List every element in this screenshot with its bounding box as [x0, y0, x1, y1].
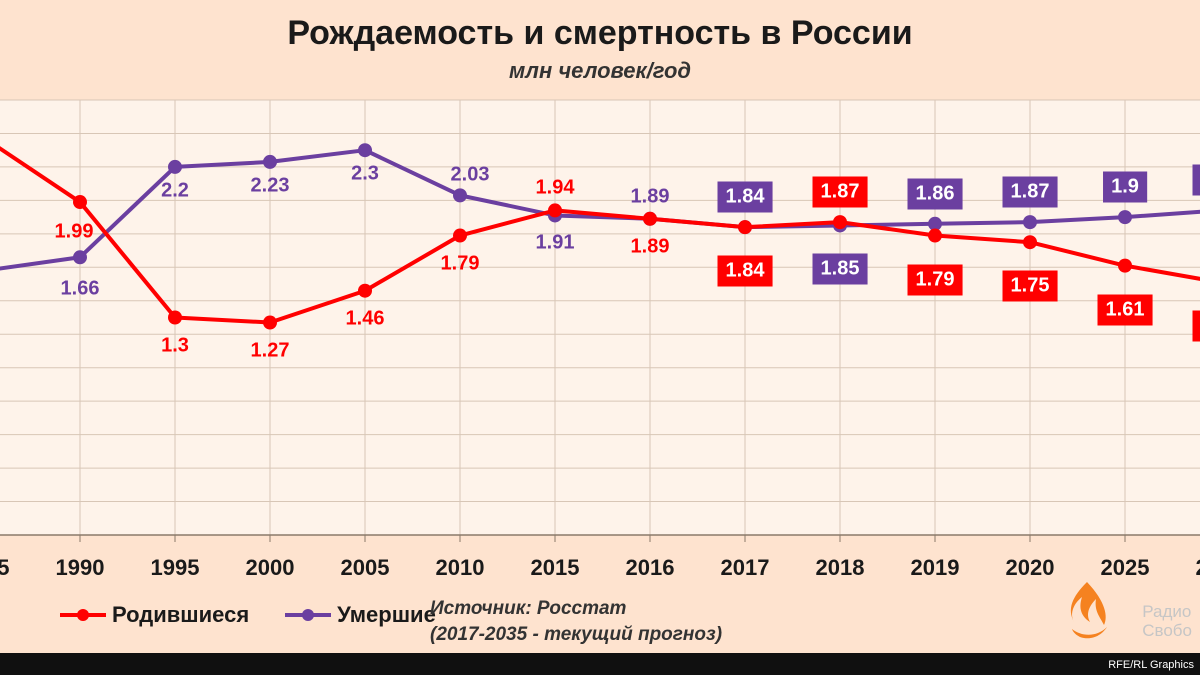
value-label-deaths: 1.89 [631, 185, 670, 208]
value-label-deaths: 1.84 [718, 182, 773, 213]
value-label-deaths: 1.87 [1003, 177, 1058, 208]
x-axis-label: 2019 [911, 555, 960, 581]
value-label-deaths: 2.3 [351, 163, 379, 186]
x-axis-label: 1985 [0, 555, 9, 581]
value-label-births: 1.99 [55, 221, 94, 244]
series-marker-deaths [1023, 215, 1037, 229]
brand-flame-icon [1052, 577, 1122, 647]
series-marker-births [928, 229, 942, 243]
legend-swatch [60, 613, 106, 617]
x-axis-label: 2020 [1006, 555, 1055, 581]
x-axis-label: 2030 [1196, 555, 1200, 581]
value-label-births: 1.87 [813, 177, 868, 208]
series-marker-births [548, 203, 562, 217]
series-marker-deaths [73, 250, 87, 264]
series-marker-births [263, 316, 277, 330]
legend-label: Родившиеся [112, 602, 249, 628]
x-axis-label: 2000 [246, 555, 295, 581]
source-line-2: (2017-2035 - текущий прогноз) [430, 624, 722, 646]
series-marker-births [1118, 259, 1132, 273]
series-marker-births [643, 212, 657, 226]
value-label-deaths: 2.03 [451, 164, 490, 187]
x-axis-label: 2015 [531, 555, 580, 581]
series-marker-deaths [453, 188, 467, 202]
series-marker-births [358, 284, 372, 298]
legend-item-births: Родившиеся [60, 602, 249, 628]
series-marker-births [73, 195, 87, 209]
series-marker-deaths [358, 143, 372, 157]
series-marker-deaths [263, 155, 277, 169]
series-marker-deaths [168, 160, 182, 174]
x-axis-label: 2005 [341, 555, 390, 581]
brand-text: РадиоСвобо [1142, 602, 1192, 641]
value-label-births: 1.94 [536, 177, 575, 200]
value-label-births: 1.27 [251, 339, 290, 362]
x-axis-label: 1995 [151, 555, 200, 581]
value-label-births: 1.79 [441, 252, 480, 275]
chart-subtitle: млн человек/год [0, 58, 1200, 84]
legend: Родившиеся Умершие [60, 602, 436, 628]
value-label-deaths: 1.91 [536, 232, 575, 255]
value-label-births: 1.46 [346, 307, 385, 330]
value-label-births: 1.51 [1193, 311, 1200, 342]
chart-title: Рождаемость и смертность в России [0, 14, 1200, 53]
plot-svg [0, 100, 1200, 535]
legend-swatch [285, 613, 331, 617]
value-label-deaths: 2.2 [161, 179, 189, 202]
credit-bar [0, 653, 1200, 675]
value-label-deaths: 1.9 [1103, 172, 1147, 203]
value-label-deaths: 2.23 [251, 174, 290, 197]
x-axis-label: 2010 [436, 555, 485, 581]
value-label-deaths: 1.94 [1193, 165, 1200, 196]
series-marker-births [1023, 235, 1037, 249]
source-line-1: Источник: Росстат [430, 598, 626, 620]
credit-text: RFE/RL Graphics [1108, 659, 1194, 671]
value-label-births: 1.89 [631, 235, 670, 258]
value-label-deaths: 1.85 [813, 254, 868, 285]
value-label-deaths: 1.86 [908, 178, 963, 209]
series-marker-births [168, 311, 182, 325]
value-label-births: 1.61 [1098, 294, 1153, 325]
legend-label: Умершие [337, 602, 436, 628]
value-label-births: 1.79 [908, 264, 963, 295]
value-label-births: 1.75 [1003, 271, 1058, 302]
value-label-deaths: 1.66 [61, 278, 100, 301]
series-marker-births [453, 229, 467, 243]
series-marker-births [738, 220, 752, 234]
series-marker-births [833, 215, 847, 229]
value-label-births: 1.84 [718, 256, 773, 287]
value-label-births: 1.3 [161, 334, 189, 357]
x-axis-label: 2018 [816, 555, 865, 581]
x-axis-label: 2017 [721, 555, 770, 581]
series-marker-deaths [1118, 210, 1132, 224]
plot-area: 1.66 2.2 2.23 2.3 2.03 1.91 1.89 1.84 1.85 1.86 1.… [0, 100, 1200, 535]
legend-item-deaths: Умершие [285, 602, 436, 628]
x-axis-label: 1990 [56, 555, 105, 581]
x-axis-label: 2016 [626, 555, 675, 581]
